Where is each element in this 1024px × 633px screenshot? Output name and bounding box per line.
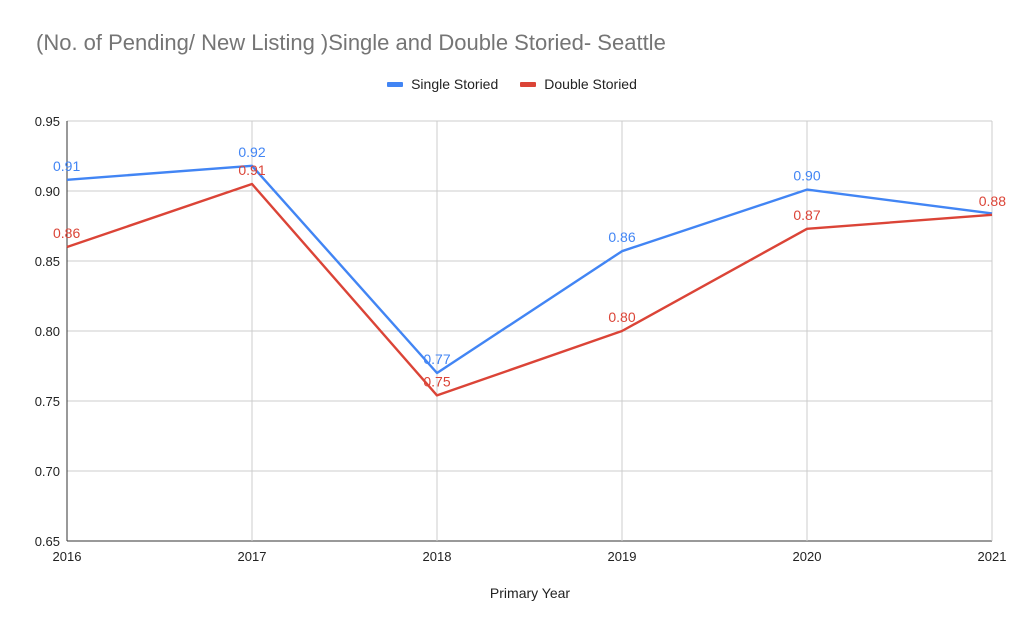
series-line-single-storied (66, 164, 993, 375)
data-label: 0.92 (238, 144, 265, 160)
y-tick-label: 0.85 (35, 254, 60, 269)
x-tick-label: 2018 (423, 549, 452, 564)
y-tick-label: 0.70 (35, 464, 60, 479)
data-label: 0.86 (608, 229, 635, 245)
x-tick-label: 2016 (53, 549, 82, 564)
y-tick-label: 0.80 (35, 324, 60, 339)
data-label: 0.91 (238, 162, 265, 178)
y-tick-label: 0.95 (35, 114, 60, 129)
series-line-double-storied (66, 182, 993, 397)
data-label: 0.75 (423, 373, 450, 389)
y-tick-label: 0.65 (35, 534, 60, 549)
y-tick-label: 0.75 (35, 394, 60, 409)
legend-swatch-double-storied (520, 81, 537, 87)
x-tick-label: 2017 (238, 549, 267, 564)
legend-swatch-single-storied (387, 81, 404, 87)
legend-label-double-storied: Double Storied (544, 76, 637, 92)
data-label: 0.87 (793, 207, 820, 223)
data-label: 0.88 (979, 193, 1006, 209)
legend-item-single-storied[interactable]: Single Storied (387, 76, 498, 92)
x-tick-label: 2019 (608, 549, 637, 564)
chart-title: (No. of Pending/ New Listing )Single and… (36, 30, 666, 55)
data-label: 0.86 (53, 225, 80, 241)
data-label: 0.90 (793, 168, 820, 184)
data-label: 0.80 (608, 309, 635, 325)
x-axis-title: Primary Year (489, 585, 571, 601)
x-tick-label: 2020 (793, 549, 822, 564)
y-tick-label: 0.90 (35, 184, 60, 199)
data-label: 0.91 (53, 158, 80, 174)
legend-label-single-storied: Single Storied (411, 76, 499, 92)
legend: Single Storied Double Storied (0, 76, 1024, 92)
data-label: 0.77 (423, 351, 450, 367)
x-tick-label: 2021 (978, 549, 1007, 564)
legend-item-double-storied[interactable]: Double Storied (520, 76, 637, 92)
